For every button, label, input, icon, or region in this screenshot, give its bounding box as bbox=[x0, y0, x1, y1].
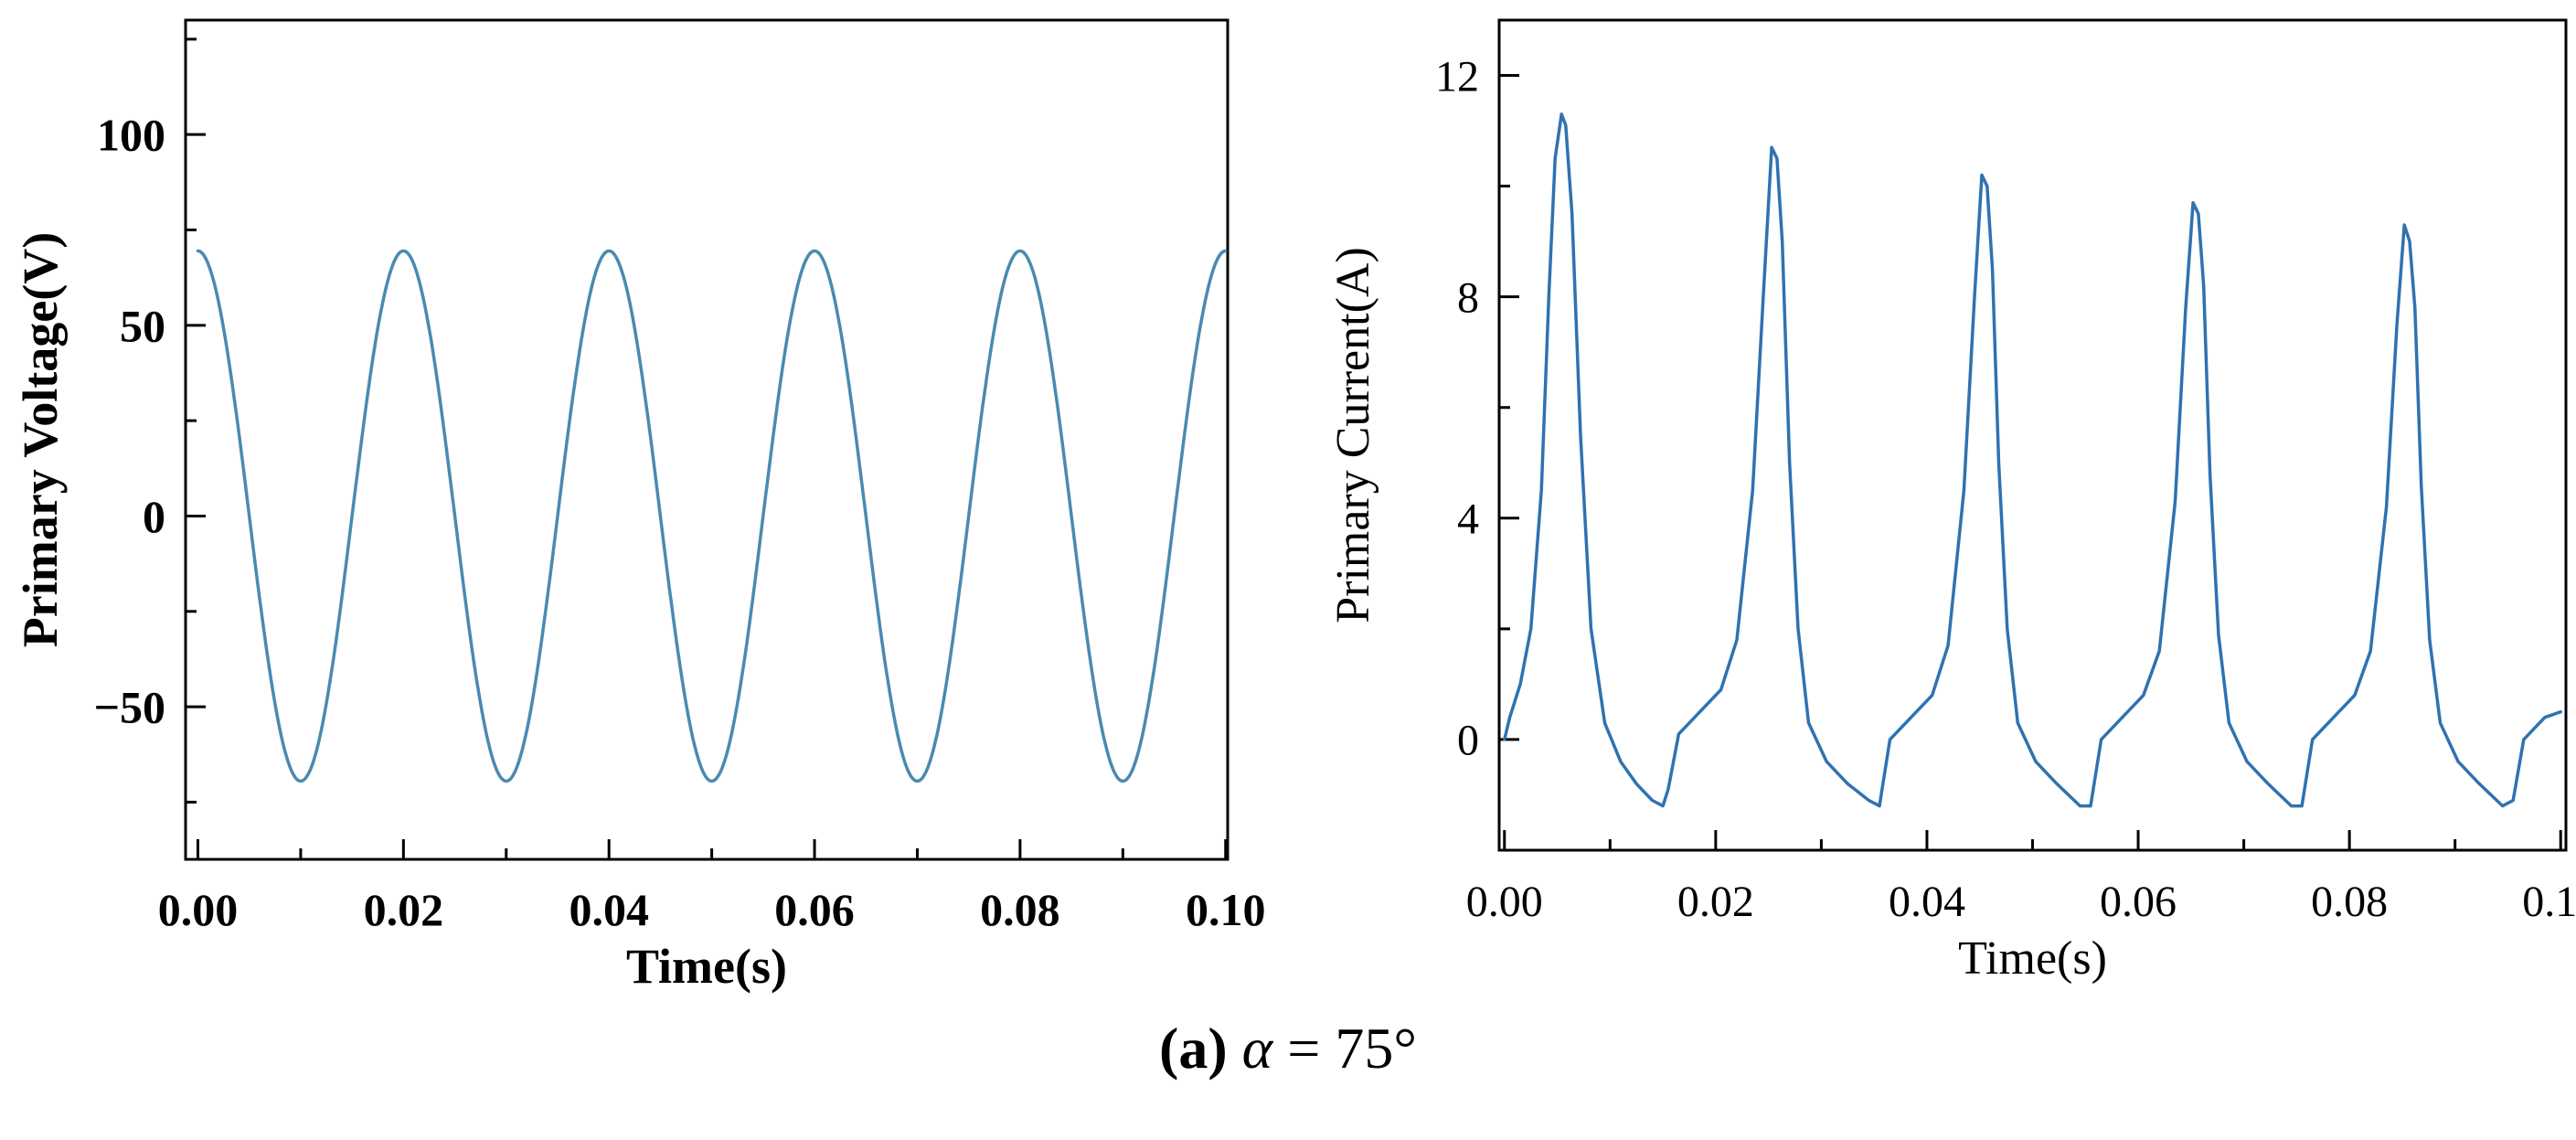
voltage-series-line bbox=[196, 249, 1228, 783]
voltage-x-tick-label: 0.00 bbox=[158, 884, 239, 935]
current-x-tick-label: 0.02 bbox=[1677, 878, 1754, 926]
current-plot-frame bbox=[1497, 18, 2568, 852]
caption-label: (a) bbox=[1159, 1016, 1228, 1081]
current-y-tick-label: 4 bbox=[1457, 495, 1479, 544]
current-series-line bbox=[1503, 112, 2562, 808]
voltage-y-axis-label: Primary Voltage(V) bbox=[13, 232, 68, 647]
voltage-x-tick-label: 0.04 bbox=[569, 884, 649, 935]
current-x-tick-label: 0.06 bbox=[2100, 878, 2177, 926]
voltage-y-tick-label: −50 bbox=[94, 682, 166, 733]
current-x-axis-label: Time(s) bbox=[1958, 932, 2107, 985]
current-x-tick-label: 0.00 bbox=[1466, 878, 1543, 926]
current-y-tick-label: 0 bbox=[1457, 717, 1479, 765]
voltage-x-tick-label: 0.08 bbox=[980, 884, 1060, 935]
voltage-y-tick-label: 0 bbox=[143, 491, 165, 542]
voltage-x-axis-label: Time(s) bbox=[626, 939, 787, 994]
caption-text: = 75° bbox=[1272, 1016, 1417, 1081]
voltage-x-tick-label: 0.02 bbox=[364, 884, 444, 935]
current-y-axis-label: Primary Current(A) bbox=[1327, 247, 1379, 623]
current-x-tick-label: 0.10 bbox=[2522, 878, 2576, 926]
voltage-x-tick-label: 0.10 bbox=[1186, 884, 1266, 935]
voltage-y-tick-label: 50 bbox=[120, 300, 165, 351]
current-y-tick-label: 12 bbox=[1435, 52, 1479, 101]
current-y-tick-label: 8 bbox=[1457, 273, 1479, 322]
caption-symbol: α bbox=[1241, 1016, 1273, 1081]
voltage-plot-frame bbox=[184, 18, 1229, 861]
current-x-tick-label: 0.08 bbox=[2311, 878, 2388, 926]
figure-caption: (a) α = 75° bbox=[0, 1015, 2576, 1082]
current-x-tick-label: 0.04 bbox=[1889, 878, 1965, 926]
voltage-y-tick-label: 100 bbox=[97, 110, 165, 161]
voltage-x-tick-label: 0.06 bbox=[774, 884, 855, 935]
